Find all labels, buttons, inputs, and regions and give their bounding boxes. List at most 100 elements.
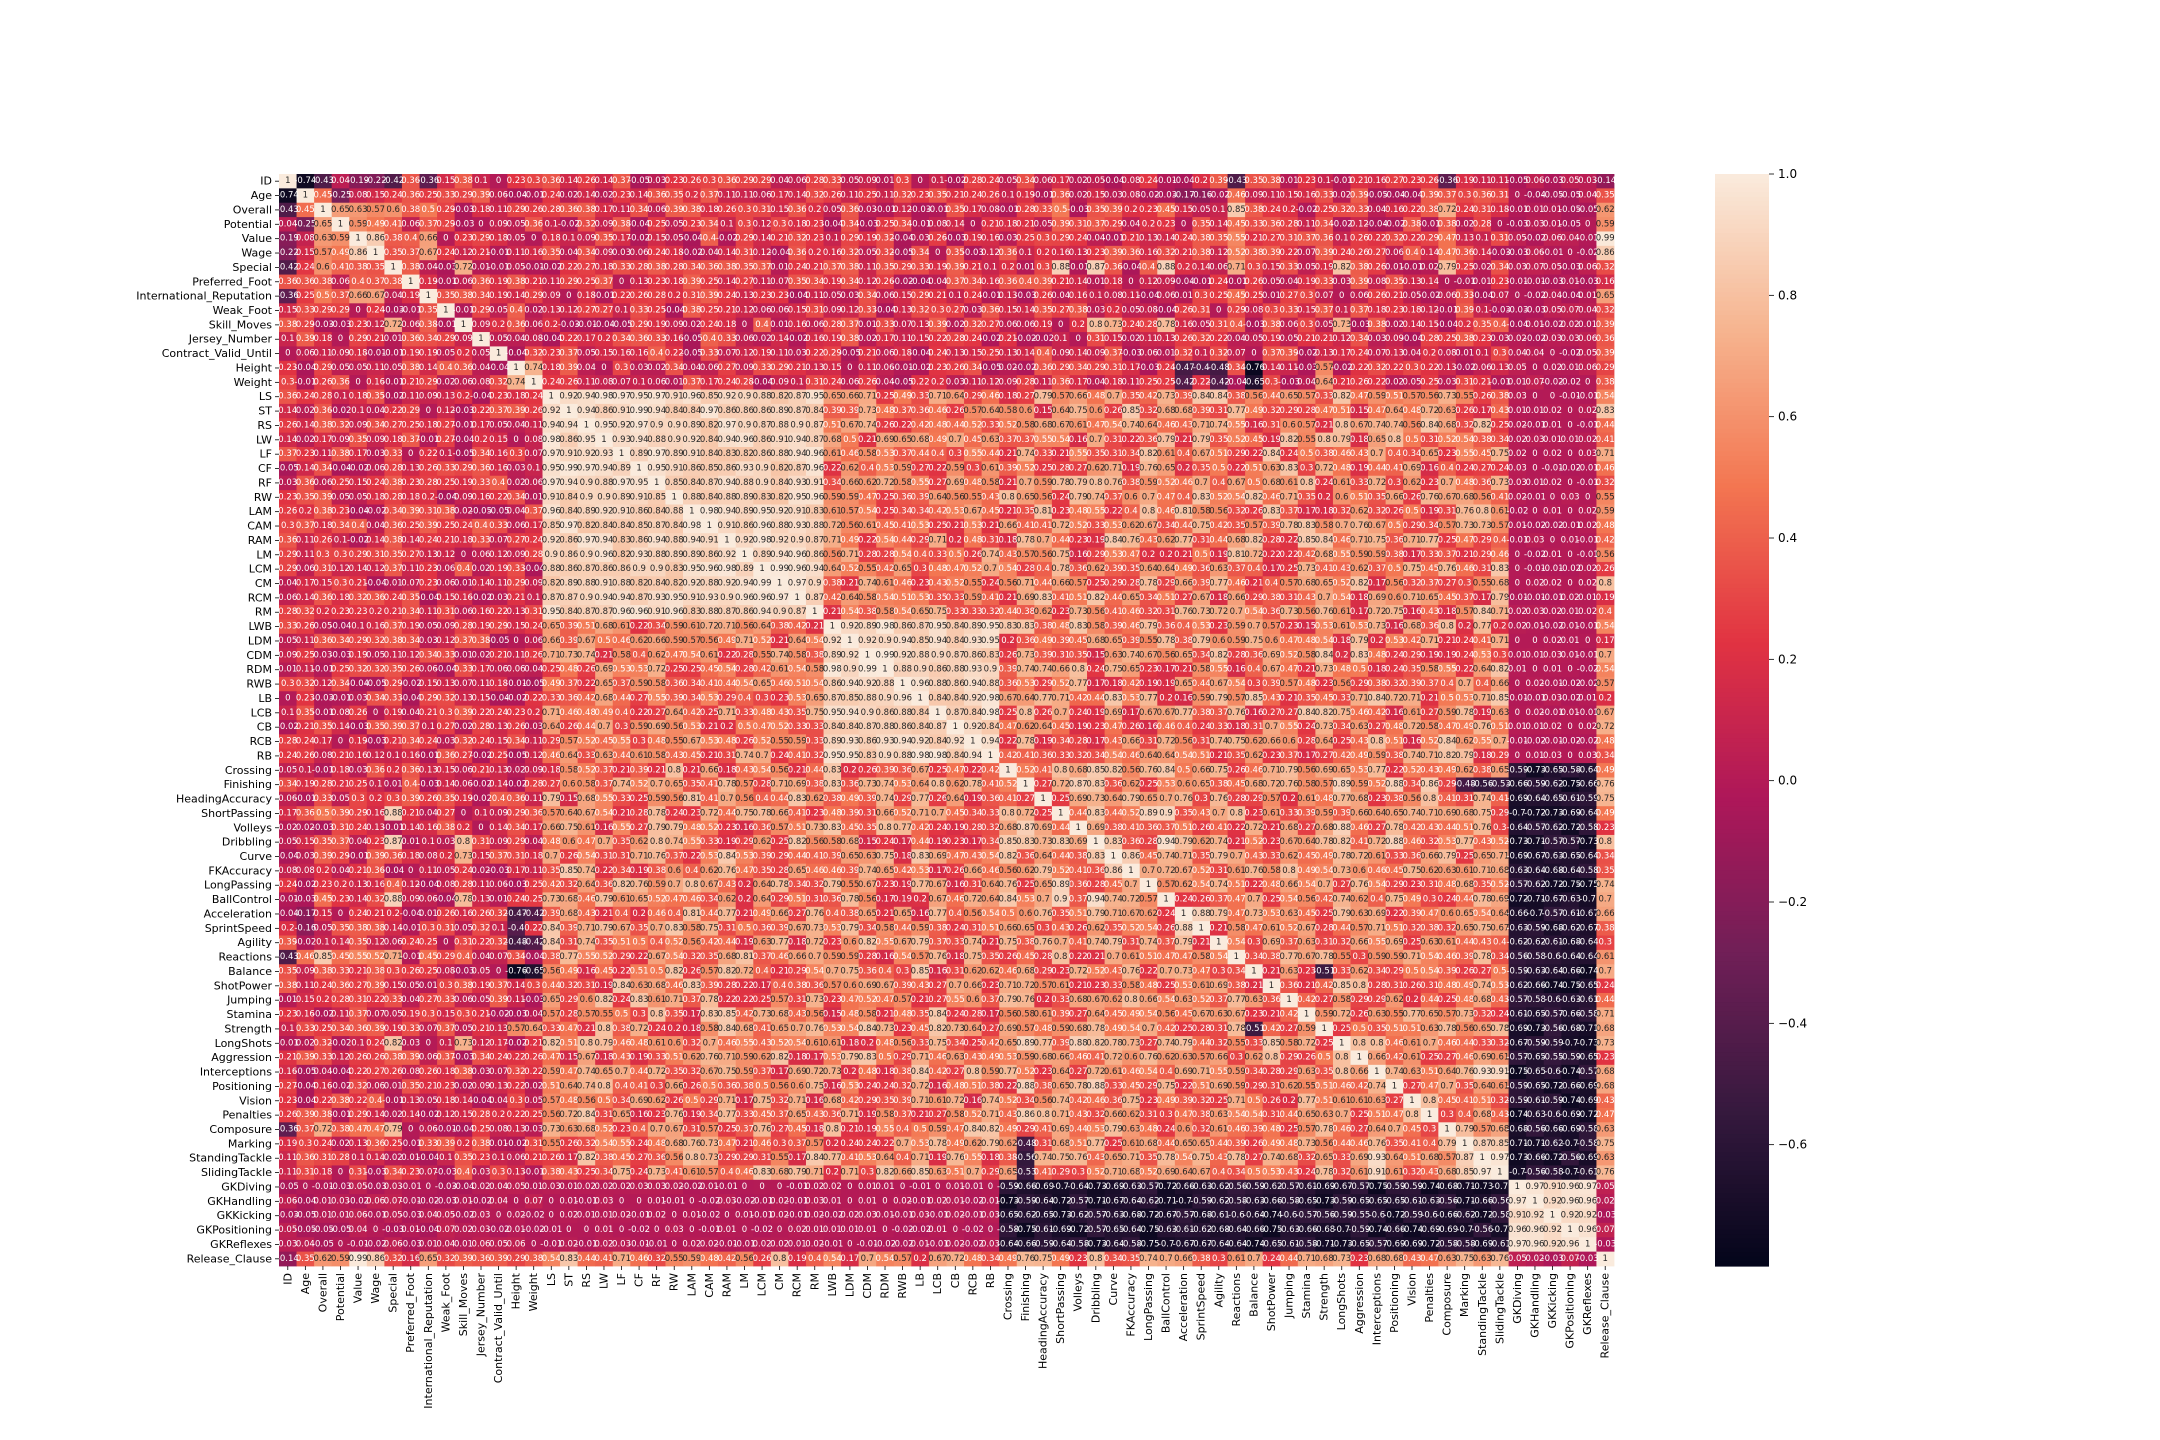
heatmap-cell [788,174,807,189]
heatmap-cell [683,188,701,204]
heatmap-cell [366,174,385,189]
heatmap-cell [1262,174,1281,189]
heatmap-cell [1473,174,1492,189]
heatmap-cell [1209,174,1228,189]
heatmap-cell [1122,174,1141,189]
heatmap-cell [964,174,983,189]
heatmap-cell [1420,174,1439,189]
heatmap-cell [665,174,684,189]
heatmap-cell [454,188,473,204]
heatmap-cell [999,174,1018,189]
heatmap-cell [630,188,649,204]
heatmap-cell [1438,174,1457,189]
heatmap-cell [595,188,614,204]
heatmap-cell [928,174,947,189]
heatmap-cell [279,188,297,204]
heatmap-cells [279,174,1615,1267]
heatmap-cell [1332,174,1351,189]
heatmap-cell [1069,174,1088,189]
heatmap-cell [437,174,456,189]
heatmap-cell [437,188,456,204]
heatmap-cell [1297,174,1316,189]
heatmap-cell [805,174,824,189]
heatmap-cell [1578,174,1597,189]
heatmap-cell [296,188,315,204]
heatmap-cell [1139,174,1158,189]
heatmap-cell [472,188,491,204]
heatmap-cell [1455,174,1474,189]
heatmap-cell [507,188,526,204]
heatmap-cell [735,188,754,204]
heatmap-cell [1508,174,1527,189]
heatmap-cell [507,174,526,189]
heatmap-cell [489,174,508,189]
heatmap-cell [1561,174,1580,189]
heatmap-cell [454,174,473,189]
heatmap-cell [279,174,297,189]
heatmap-cell [770,174,789,189]
heatmap-cell [718,174,737,189]
heatmap-cell [1227,174,1246,189]
heatmap-cell [841,174,860,189]
heatmap-cell [366,188,385,204]
heatmap-cell [946,174,965,189]
heatmap-cell [1596,174,1615,189]
heatmap-cell [542,188,561,204]
heatmap-cell [331,174,350,189]
heatmap-cell [1350,174,1369,189]
heatmap-cell [1157,174,1176,189]
heatmap-cell [612,188,631,204]
heatmap-cell [595,174,614,189]
heatmap-cell [665,188,684,204]
heatmap-cell [1016,174,1035,189]
heatmap-cell [489,188,508,204]
heatmap-cell [419,188,438,204]
heatmap-cell [577,174,596,189]
heatmap-cell [1034,174,1053,189]
heatmap-cell [314,174,333,189]
heatmap-cell [876,174,895,189]
heatmap-cell [647,188,666,204]
heatmap-cell [1385,174,1404,189]
heatmap-cell [700,188,719,204]
heatmap-cell [560,174,579,189]
heatmap-cell [296,174,315,189]
heatmap-cell [1245,174,1264,189]
heatmap-cell [1491,174,1510,189]
heatmap-cell [349,188,368,204]
heatmap-cell [384,188,403,204]
heatmap-cell [542,174,561,189]
heatmap-cell [331,188,350,204]
heatmap-cell [560,188,579,204]
heatmap-cell [1368,174,1387,189]
heatmap-cell [1192,174,1211,189]
heatmap-cell [401,188,420,204]
heatmap-cell [911,174,930,189]
heatmap-cell [647,174,666,189]
heatmap-cell [472,174,491,189]
heatmap-cell [1280,174,1299,189]
heatmap-cell [893,174,912,189]
heatmap-cell [858,174,877,189]
heatmap-cell [401,174,420,189]
heatmap-cell [630,174,649,189]
heatmap-cell [419,174,438,189]
heatmap-cell [1051,174,1070,189]
heatmap-cell [1403,174,1422,189]
heatmap-cell [1315,174,1334,189]
heatmap-cell [349,174,368,189]
heatmap-cell [981,174,1000,189]
heatmap-cell [1104,174,1123,189]
heatmap-cell [577,188,596,204]
heatmap-cell [1174,174,1193,189]
heatmap-cell [753,174,772,189]
heatmap-cell [1087,174,1105,189]
heatmap-cell [683,174,701,189]
heatmap-cell [700,174,719,189]
heatmap-cell [735,174,754,189]
heatmap-cell [612,174,631,189]
heatmap-cell [524,188,543,204]
heatmap-cell [384,174,403,189]
heatmap-cell [718,188,737,204]
